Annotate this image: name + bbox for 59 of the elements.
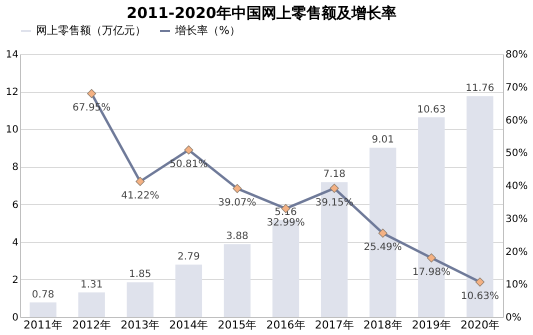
y2-tick-label: 0% xyxy=(506,312,522,324)
y-tick-label: 4 xyxy=(12,237,18,248)
y-tick-label: 14 xyxy=(6,50,18,60)
y-tick-label: 2 xyxy=(12,274,18,286)
bar xyxy=(224,244,251,317)
x-tick-label: 2018年 xyxy=(363,318,402,332)
legend-label: 增长率（%） xyxy=(174,24,240,37)
x-tick-label: 2013年 xyxy=(120,318,160,332)
x-tick-label: 2017年 xyxy=(314,318,354,332)
data-label: 7.18 xyxy=(323,169,346,180)
bar xyxy=(126,282,154,317)
y2-tick-label: 10% xyxy=(506,280,528,291)
x-tick-label: 2016年 xyxy=(266,318,306,332)
legend-label: 网上零售额（万亿元） xyxy=(36,24,146,37)
point xyxy=(136,176,145,186)
point xyxy=(426,253,436,262)
bar xyxy=(78,292,105,317)
data-label: 32.99% xyxy=(266,218,305,229)
data-label: 1.85 xyxy=(129,269,152,280)
data-label: 3.88 xyxy=(226,231,248,242)
x-tick-label: 2015年 xyxy=(218,318,257,332)
bar xyxy=(30,302,56,317)
data-label: 10.63 xyxy=(417,104,446,116)
data-label: 50.81% xyxy=(170,158,208,170)
x-tick-label: 2011年 xyxy=(24,318,63,332)
data-label: 11.76 xyxy=(466,83,494,94)
data-label: 39.07% xyxy=(218,198,256,209)
point xyxy=(87,89,96,98)
y-tick-label: 0 xyxy=(12,312,18,324)
y2-tick-label: 70% xyxy=(506,82,528,94)
point xyxy=(378,228,388,238)
y-tick-label: 6 xyxy=(12,200,18,211)
point xyxy=(330,184,339,193)
y-tick-label: 12 xyxy=(6,87,18,98)
point xyxy=(475,278,484,287)
y-tick-label: 10 xyxy=(6,124,18,136)
point xyxy=(232,184,242,194)
point xyxy=(184,145,194,154)
y-tick-label: 8 xyxy=(12,162,18,174)
y2-tick-label: 80% xyxy=(506,50,528,60)
y2-tick-label: 60% xyxy=(506,115,528,126)
y2-tick-label: 30% xyxy=(506,214,528,225)
data-label: 1.31 xyxy=(80,279,103,290)
y2-tick-label: 40% xyxy=(506,181,528,192)
data-label: 10.63% xyxy=(460,291,500,302)
data-label: 17.98% xyxy=(412,266,450,278)
y2-tick-label: 20% xyxy=(506,246,528,258)
y2-tick-label: 50% xyxy=(506,148,528,160)
x-tick-label: 2012年 xyxy=(72,318,112,332)
x-tick-label: 2020年 xyxy=(460,318,500,332)
chart-title: 2011-2020年中国网上零售额及增长率 xyxy=(126,4,396,22)
data-label: 25.49% xyxy=(364,242,402,254)
data-label: 41.22% xyxy=(121,190,160,202)
x-tick-label: 2019年 xyxy=(412,318,451,332)
data-label: 9.01 xyxy=(372,134,394,146)
data-label: 2.79 xyxy=(178,252,200,263)
bar xyxy=(175,264,202,317)
data-label: 0.78 xyxy=(32,289,54,300)
x-tick-label: 2014年 xyxy=(169,318,208,332)
